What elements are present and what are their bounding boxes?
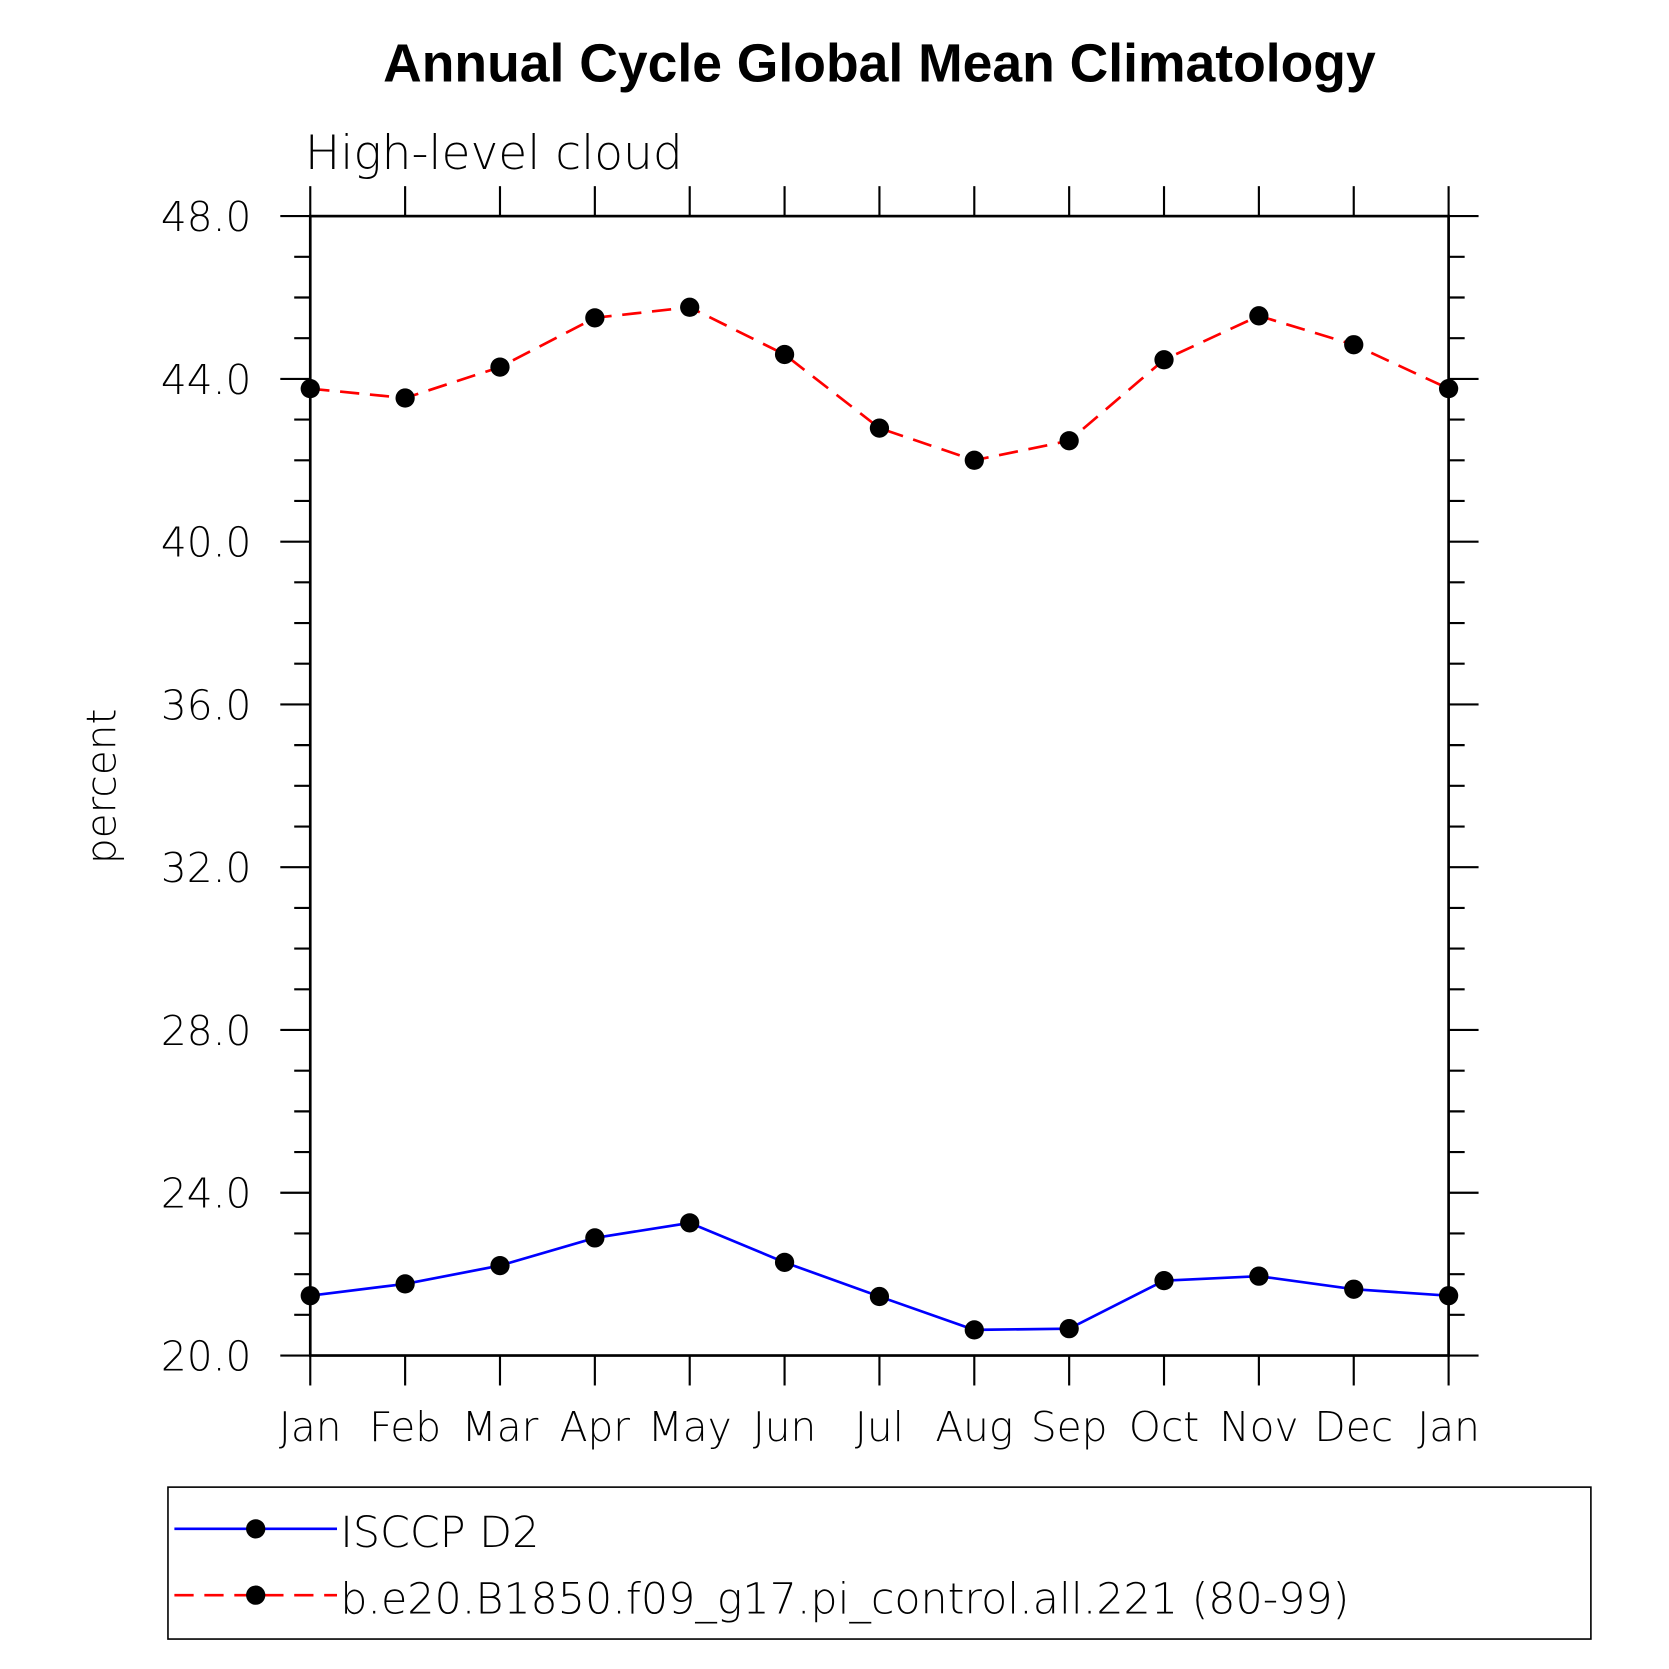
legend-box (167, 1486, 1592, 1640)
data-point (1438, 379, 1459, 399)
chart-title: Annual Cycle Global Mean Climatology (383, 34, 1376, 93)
x-tick-label: Jun (753, 1403, 817, 1451)
x-tick-label: Feb (369, 1403, 441, 1451)
data-point (585, 1228, 605, 1248)
legend-marker-1 (246, 1585, 266, 1605)
plot-frame (308, 214, 1450, 1357)
data-point (300, 379, 320, 399)
y-axis-label: percent (78, 709, 126, 865)
x-tick-label: Jan (279, 1403, 342, 1451)
x-tick-label: May (648, 1403, 732, 1451)
x-tick-label: Mar (462, 1403, 539, 1451)
y-tick-label: 20.0 (161, 1333, 252, 1381)
x-tick-label: Aug (935, 1403, 1013, 1451)
x-tick-label: Apr (560, 1403, 631, 1451)
legend-label-0: ISCCP D2 (340, 1508, 539, 1558)
data-point (1154, 350, 1174, 370)
data-point (680, 297, 700, 317)
legend-label-1: b.e20.B1850.f09_g17.pi_control.all.221 (… (340, 1574, 1349, 1624)
legend-marker-0 (246, 1519, 266, 1539)
x-tick-label: Jan (1417, 1403, 1480, 1451)
y-tick-label: 24.0 (161, 1170, 252, 1218)
chart-subtitle: High-level cloud (305, 126, 683, 181)
y-tick-label: 28.0 (161, 1007, 252, 1055)
data-point (869, 1286, 890, 1307)
data-point (490, 357, 510, 377)
series-line-0 (310, 1221, 1449, 1332)
data-point (1059, 431, 1079, 451)
data-point (585, 308, 605, 328)
y-tick-label: 44.0 (161, 356, 252, 404)
y-tick-label: 36.0 (161, 681, 252, 729)
data-point (395, 1274, 415, 1294)
data-point (1059, 1319, 1079, 1339)
data-point (300, 1286, 320, 1306)
x-tick-label: Dec (1314, 1403, 1393, 1451)
data-point (964, 450, 984, 470)
legend: ISCCP D2 b.e20.B1850.f09_g17.pi_control.a… (167, 1486, 1592, 1640)
data-point (1249, 306, 1269, 326)
x-tick-label: Jul (855, 1403, 904, 1451)
data-point (395, 388, 415, 408)
data-point (1344, 335, 1364, 355)
y-tick-label: 48.0 (161, 193, 252, 241)
x-tick-label: Sep (1031, 1403, 1108, 1451)
data-point (490, 1255, 510, 1276)
data-point (964, 1320, 984, 1340)
x-tick-label: Oct (1129, 1403, 1199, 1451)
data-point (869, 418, 890, 438)
data-point (1344, 1279, 1364, 1299)
data-point (774, 1252, 795, 1272)
data-point (1438, 1286, 1459, 1306)
data-point (774, 344, 795, 365)
x-tick-label: Nov (1219, 1403, 1298, 1451)
y-tick-label: 32.0 (161, 844, 252, 892)
data-point (1249, 1266, 1269, 1286)
data-point (1154, 1271, 1174, 1291)
data-point (680, 1213, 700, 1233)
y-tick-label: 40.0 (161, 519, 252, 567)
